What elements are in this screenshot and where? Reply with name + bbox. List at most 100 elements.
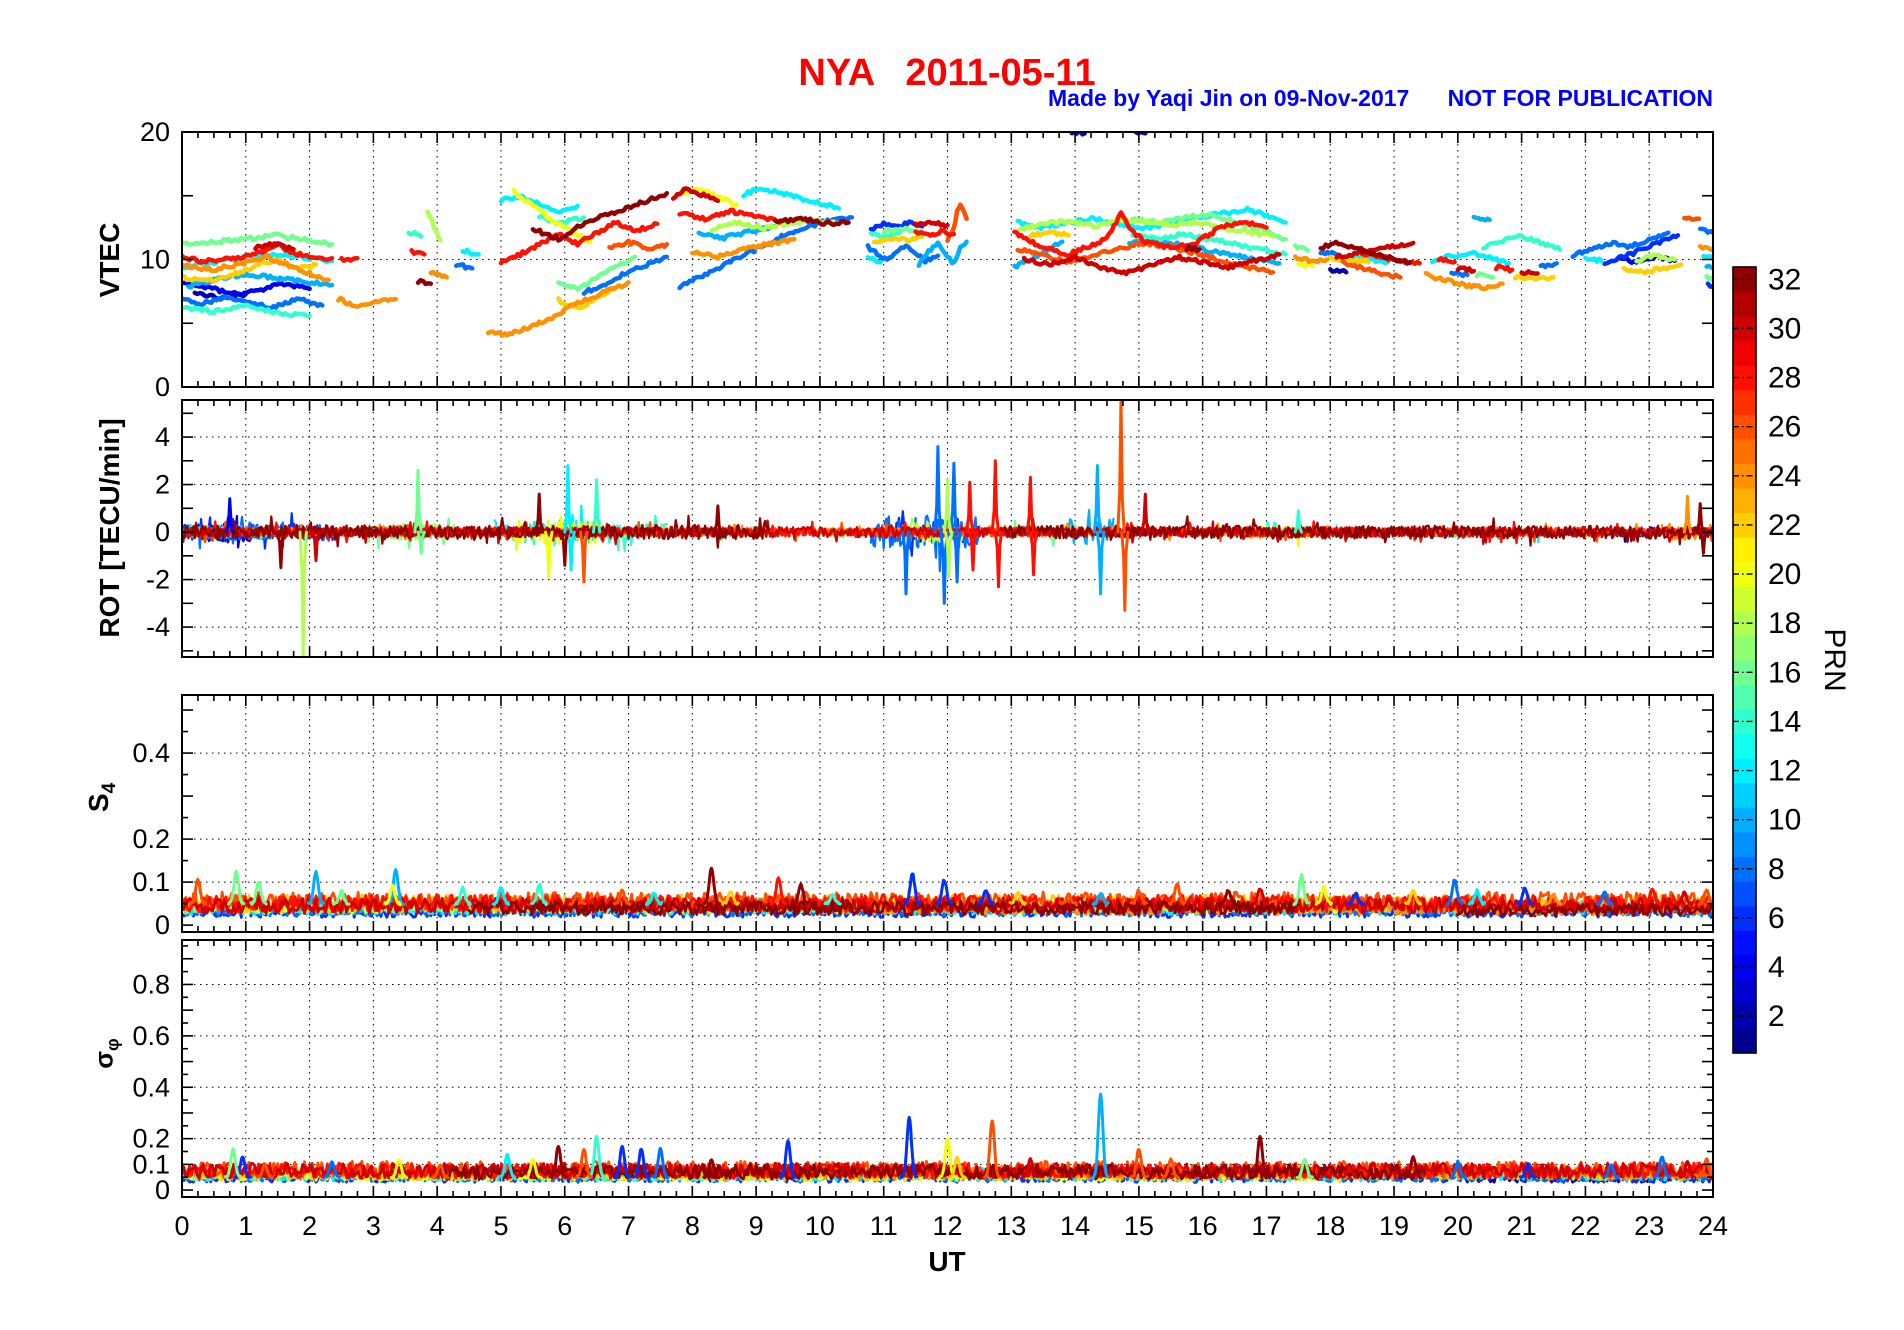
spike-prn-16: [332, 888, 351, 906]
series-group: [182, 866, 1713, 919]
spike-prn-30: [1340, 1163, 1359, 1179]
spike-prn-28: [1643, 887, 1662, 906]
rot-spike-prn-24: [1682, 494, 1693, 534]
vtec-series-prn-8: [1570, 230, 1671, 260]
vtec-series-prn-10: [916, 239, 969, 268]
vtec-series-prn-24: [182, 253, 331, 283]
colorbar-segment-13: [1733, 733, 1756, 759]
x-tick-label: 9: [749, 1211, 764, 1241]
vtec-series-prn-28: [182, 241, 335, 265]
rot-spike-prn-28: [993, 530, 1004, 589]
vtec-series-prn-12: [498, 193, 580, 215]
y-tick-label: 0.4: [132, 738, 170, 768]
vtec-series-prn-14: [182, 302, 312, 319]
series-group: [182, 132, 1713, 338]
vtec-series-prn-28: [409, 248, 427, 257]
vtec-series-prn-30: [1334, 240, 1416, 260]
spike-prn-20: [383, 883, 402, 907]
y-tick-label: 0.4: [132, 1072, 170, 1102]
sigma-label-main: σ: [88, 1050, 119, 1069]
rot-spike-prn-28: [1028, 530, 1039, 577]
spike-prn-6: [1515, 886, 1534, 906]
colorbar-segment-10: [1733, 807, 1756, 833]
spike-prn-6: [632, 1147, 651, 1180]
spike-prn-6: [903, 872, 922, 907]
colorbar-tick-label: 12: [1768, 755, 1801, 788]
ticks: [181, 695, 1714, 932]
rot-spike-prn-32: [534, 492, 544, 534]
colorbar-tick-label: 22: [1768, 509, 1801, 542]
colorbar-tick-label: 14: [1768, 705, 1801, 738]
x-axis-label: UT: [928, 1246, 966, 1277]
colorbar-frame: [1732, 266, 1757, 1054]
credit-watermark: Made by Yaqi Jin on 09-Nov-2017 NOT FOR …: [1048, 85, 1713, 111]
y-tick-label: 0: [155, 1175, 170, 1205]
y-tick-label: -2: [146, 565, 170, 595]
spike-prn-26: [983, 1119, 1002, 1179]
x-tick-label: 1: [238, 1211, 253, 1241]
vtec-series-prn-24: [428, 269, 449, 280]
vtec-series-prn-28: [1012, 210, 1269, 259]
spike-prn-12: [498, 1152, 517, 1180]
vtec-series-prn-26: [1682, 215, 1702, 222]
x-tick-label: 14: [1060, 1211, 1090, 1241]
x-tick-label: 23: [1634, 1211, 1664, 1241]
vtec-series-prn-24: [690, 236, 797, 261]
rot-spike-prn-30: [311, 530, 321, 563]
vtec-series-prn-30: [1519, 269, 1540, 277]
rot-spike-prn-18: [942, 478, 953, 534]
vtec-series-prn-22: [871, 233, 925, 245]
vtec-series-prn-6: [868, 219, 925, 232]
gridlines: [182, 940, 1713, 1197]
rot-spike-prn-14: [592, 478, 602, 534]
vtec-series-prn-24: [1697, 244, 1713, 253]
spike-prn-30: [1250, 887, 1270, 906]
vtec-series-prn-8: [1449, 270, 1470, 279]
vtec-series-prn-32: [530, 190, 670, 243]
colorbar-tick-label: 10: [1768, 804, 1801, 837]
vtec-series-prn-12: [1583, 255, 1604, 264]
spike-prn-26: [574, 1148, 593, 1180]
spike-prn-32: [791, 882, 810, 907]
spike-prn-14: [453, 885, 472, 907]
spike-prn-8: [1445, 878, 1464, 907]
vtec-series-prn-8: [182, 294, 325, 311]
colorbar-segment-7: [1733, 881, 1756, 907]
spike-prn-30: [1678, 1160, 1697, 1180]
colorbar-tick-label: 20: [1768, 558, 1801, 591]
rot-spike-prn-28: [965, 480, 975, 534]
spike-prn-10: [1091, 892, 1110, 907]
vtec-series-prn-28: [677, 207, 784, 225]
colorbar-segment-2: [1733, 1003, 1756, 1029]
colorbar-segment-32: [1733, 267, 1756, 293]
colorbar-segment-22: [1733, 512, 1756, 538]
spike-prn-22: [1008, 890, 1027, 906]
spike-prn-32: [549, 1145, 568, 1179]
spike-prn-32: [1219, 889, 1238, 907]
spike-prn-6: [1346, 891, 1365, 907]
colorbar-segment-18: [1733, 610, 1756, 636]
x-tick-label: 16: [1188, 1211, 1218, 1241]
colorbar-segment-8: [1733, 856, 1756, 882]
rot-spike-prn-26: [1120, 530, 1130, 612]
spike-prn-8: [1595, 890, 1614, 907]
vtec-series-prn-28: [498, 219, 660, 266]
spike-prn-6: [976, 889, 995, 906]
vtec-series-prn-10: [1704, 263, 1713, 271]
rot-spike-prn-26: [579, 530, 589, 584]
rot-spike-prn-32: [1698, 530, 1709, 555]
rot-spike-prn-32: [1695, 502, 1705, 534]
spike-prn-12: [644, 891, 664, 907]
spike-prn-30: [1021, 1157, 1040, 1179]
vtec-series-prn-18: [1015, 216, 1276, 239]
vtec-series-prn-30: [1021, 251, 1282, 277]
colorbar-segment-9: [1733, 831, 1756, 857]
vtec-series-prn-26: [607, 238, 670, 252]
x-tick-label: 6: [557, 1211, 572, 1241]
rot-spike-prn-32: [713, 504, 723, 534]
x-tick-label: 3: [366, 1211, 381, 1241]
x-tick-label: 15: [1124, 1211, 1154, 1241]
colorbar-tick-label: 6: [1768, 902, 1785, 935]
